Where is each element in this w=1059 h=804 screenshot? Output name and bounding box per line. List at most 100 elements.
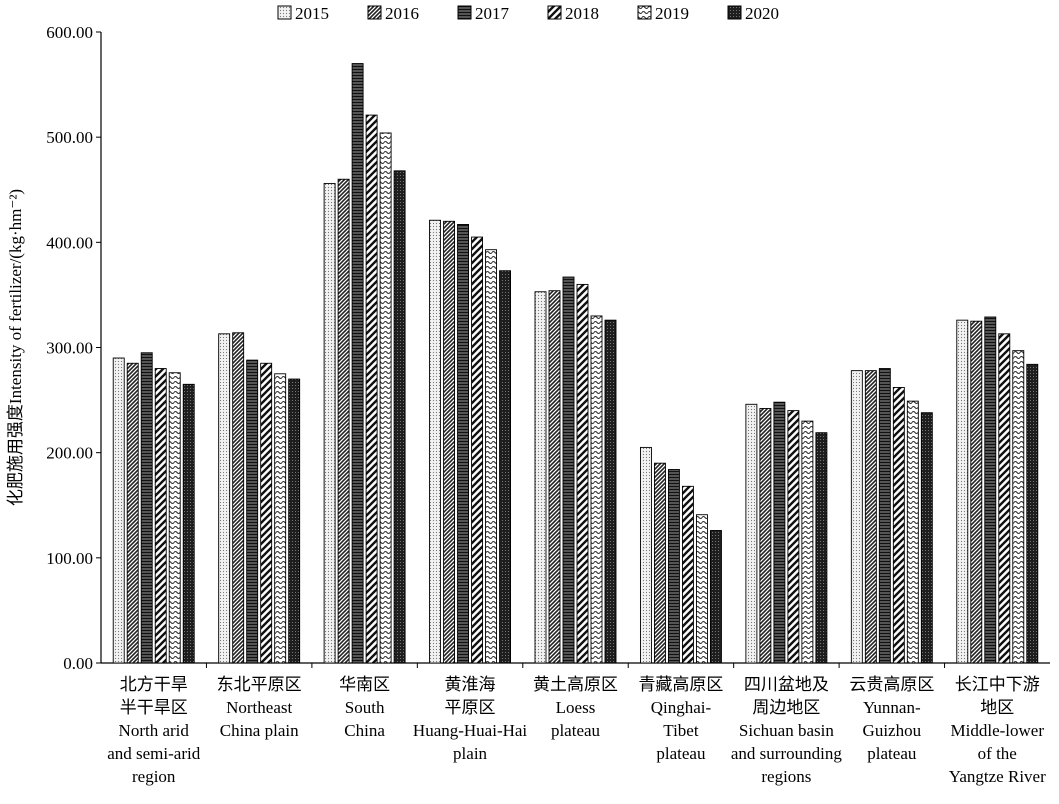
x-tick-label: 云贵高原区 Yunnan- Guizhou plateau (849, 675, 934, 763)
x-tick-label: 四川盆地及周边地区 Sichuan basin and surrounding reg… (731, 675, 842, 786)
x-tick-label-line: Loess (556, 698, 596, 717)
x-tick-label: 东北平原区 Northeast China plain (217, 675, 302, 740)
bar-2020-0 (182, 383, 195, 664)
bar-2017-7 (878, 368, 891, 664)
bar-2016-2 (337, 178, 350, 664)
bar-2016-0 (126, 362, 139, 664)
x-tick-label-line: Middle-lower (951, 721, 1045, 740)
bar-2017-5 (667, 469, 680, 664)
x-tick-label-line: 长江中下游 (955, 675, 1040, 694)
bar-2017-6 (773, 401, 786, 664)
y-tick-label: 0.00 (63, 654, 93, 673)
x-tick-label-line: 青藏高原区 (638, 675, 723, 694)
x-tick-label-line: North arid (119, 721, 190, 740)
legend-swatch (727, 5, 742, 20)
x-tick-label: 北方干旱半干旱区 North arid and semi-arid region (107, 675, 200, 786)
bars (112, 63, 1039, 664)
bar-2016-8 (970, 320, 983, 664)
x-tick-label-line: 华南区 (339, 675, 390, 694)
bar-2015-2 (323, 182, 336, 664)
x-tick-label-line: Northeast (226, 698, 292, 717)
bar-2017-1 (246, 359, 259, 664)
x-tick-label: 长江中下游地区 Middle-lower of the Yangtze River (949, 675, 1046, 786)
x-tick-label-line: plateau (551, 721, 601, 740)
x-tick-label-line: South (345, 698, 385, 717)
bar-2018-6 (787, 410, 800, 664)
x-tick-label-line: plain (453, 744, 487, 763)
bar-2016-6 (759, 408, 772, 664)
legend-label: 2016 (385, 4, 419, 23)
x-tick-label-line: Huang-Huai-Hai (413, 721, 528, 740)
x-tick-label: 华南区 South China (339, 675, 390, 740)
x-tick-label-line: of the (978, 744, 1017, 763)
bar-2015-6 (745, 403, 758, 664)
x-tick-label-line: plateau (656, 744, 706, 763)
bar-2016-1 (232, 332, 245, 664)
x-tick-label: 黄淮海平原区 Huang-Huai-Hai plain (413, 675, 528, 763)
bar-2015-0 (112, 357, 125, 664)
legend-label: 2015 (295, 4, 329, 23)
bar-2016-7 (864, 370, 877, 664)
bar-2018-7 (892, 387, 905, 664)
bar-2017-8 (984, 316, 997, 664)
legend-label: 2019 (655, 4, 689, 23)
x-tick-label-line: Yunnan- (863, 698, 921, 717)
bar-2019-3 (485, 249, 498, 664)
legend-swatch (457, 5, 472, 20)
bar-2018-2 (365, 114, 378, 664)
x-tick-label-line: plateau (867, 744, 917, 763)
x-tick-label-line: 云贵高原区 (849, 675, 934, 694)
x-tick-label-line: 黄淮海 (445, 675, 496, 694)
bar-2015-8 (956, 319, 969, 664)
x-tick-label-line: 东北平原区 (217, 675, 302, 694)
bar-2017-3 (457, 224, 470, 664)
x-tick-label-line: China plain (220, 721, 299, 740)
bar-2015-3 (429, 219, 442, 664)
bar-2019-6 (801, 420, 814, 664)
x-tick-label-line: Qinghai- (651, 698, 712, 717)
bar-2018-3 (471, 236, 484, 664)
bar-2015-5 (639, 446, 652, 664)
y-tick-label: 600.00 (46, 23, 93, 42)
bar-2019-4 (590, 315, 603, 664)
y-axis-label: 化肥施用强度Intensity of fertilizer/(kg·hm⁻²) (6, 189, 25, 506)
bar-2019-0 (168, 372, 181, 664)
bar-2020-3 (499, 270, 512, 664)
bar-2017-2 (351, 63, 364, 664)
legend: 2015 2016 2017 2018 2019 2020 (277, 4, 779, 23)
legend-label: 2020 (745, 4, 779, 23)
bar-2015-4 (534, 291, 547, 664)
x-tick-label-line: 周边地区 (752, 698, 820, 717)
x-tick-label-line: 地区 (980, 698, 1014, 717)
bar-2020-4 (604, 319, 617, 664)
x-tick-label-line: 四川盆地及 (744, 675, 829, 694)
x-tick-label-line: 平原区 (445, 698, 496, 717)
x-tick-label-line: 北方干旱 (120, 675, 188, 694)
bar-2015-1 (218, 333, 231, 664)
x-tick-label-line: 黄土高原区 (533, 675, 618, 694)
bar-2020-7 (920, 412, 933, 664)
x-tick-label-line: 半干旱区 (120, 698, 188, 717)
legend-swatch (367, 5, 382, 20)
x-tick-label: 青藏高原区 Qinghai- Tibet plateau (638, 675, 723, 763)
bar-2018-1 (260, 362, 273, 664)
legend-label: 2017 (475, 4, 510, 23)
bar-2018-4 (576, 283, 589, 664)
bar-2019-1 (274, 373, 287, 664)
legend-label: 2018 (565, 4, 599, 23)
bar-2019-2 (379, 132, 392, 664)
y-tick-label: 400.00 (46, 233, 93, 252)
bar-2020-2 (393, 170, 406, 664)
x-tick-label-line: Yangtze River (949, 767, 1046, 786)
x-tick-label-line: and semi-arid (107, 744, 200, 763)
bar-2019-5 (695, 514, 708, 664)
bar-2020-6 (815, 432, 828, 664)
bar-2017-0 (140, 352, 153, 664)
x-tick-label-line: Guizhou (863, 721, 922, 740)
bar-2016-5 (653, 462, 666, 664)
bar-2018-0 (154, 368, 167, 664)
x-axis-labels: 北方干旱半干旱区 North arid and semi-arid region 东北平… (107, 675, 1046, 786)
bar-2015-7 (850, 370, 863, 664)
